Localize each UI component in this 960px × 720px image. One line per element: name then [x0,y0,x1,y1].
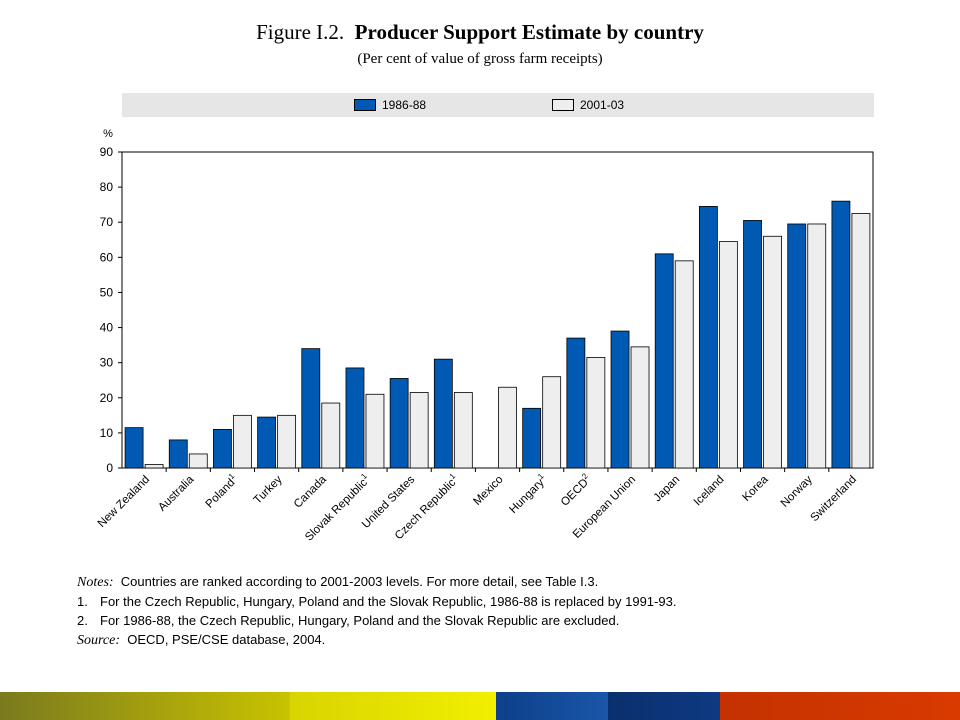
legend-item-series-2: 2001-03 [552,98,624,112]
x-tick-label: Mexico [471,474,505,508]
figure-title-line: Figure I.2. Producer Support Estimate by… [0,20,960,45]
notes-text: Countries are ranked according to 2001-2… [120,574,599,589]
bar-series-1 [787,223,807,469]
bar-series-1 [124,427,144,469]
notes-line: Notes: Countries are ranked according to… [77,572,676,592]
bar-series-2 [321,402,341,469]
footer-segment-red [720,692,960,720]
bar-series-1 [301,348,321,469]
bar-series-1 [168,439,188,469]
note-number: 2. [77,613,88,628]
x-tick-label: Hungary1 [505,471,550,516]
bar-series-1 [698,206,718,469]
note-number: 1. [77,594,88,609]
y-tick-label: 70 [100,215,114,229]
bar-series-1 [433,358,453,469]
bar-series-1 [345,367,365,469]
note-item-1: 1. For the Czech Republic, Hungary, Polan… [77,592,676,611]
bar-series-2 [453,392,473,469]
bar-series-1 [566,337,586,469]
bar-series-2 [630,346,650,469]
figure-subtitle: (Per cent of value of gross farm receipt… [357,51,603,67]
figure-label: Figure I.2. [256,20,345,44]
bar-series-2 [586,356,606,469]
x-tick-label: Australia [156,473,197,514]
note-item-2: 2. For 1986-88, the Czech Republic, Hunga… [77,611,676,630]
bar-series-2 [277,414,297,469]
notes-label: Notes: [77,575,114,590]
bar-series-1 [257,416,277,469]
source-text: OECD, PSE/CSE database, 2004. [127,632,326,647]
legend-item-series-1: 1986-88 [354,98,426,112]
source-line: Source: OECD, PSE/CSE database, 2004. [77,630,676,650]
y-tick-label: 80 [100,180,114,194]
legend-swatch-series-1 [354,99,376,111]
y-tick-label: 10 [100,426,114,440]
bar-series-1 [389,378,409,469]
y-tick-label: 50 [100,285,114,299]
note-text: For the Czech Republic, Hungary, Poland … [100,594,677,609]
plot-area-frame [121,151,874,469]
y-tick-label: 40 [100,321,114,335]
legend-swatch-series-2 [552,99,574,111]
bar-series-2 [498,386,517,469]
x-tick-label: Canada [292,473,329,510]
legend-label-series-2: 2001-03 [580,98,625,112]
x-tick-label: Korea [740,473,771,504]
x-tick-label: Norway [779,473,815,509]
x-tick-label: Switzerland [809,474,860,525]
note-text: For 1986-88, the Czech Republic, Hungary… [100,613,620,628]
bar-series-1 [831,200,851,469]
bar-series-2 [144,464,164,469]
chart-legend: 1986-88 2001-03 [122,93,874,117]
bar-series-1 [743,220,762,469]
bar-series-2 [233,414,252,469]
footer-segment-yellow [290,692,496,720]
figure-title: Producer Support Estimate by country [354,20,704,44]
y-tick-label: 30 [100,356,114,370]
footer-segment-blue [496,692,608,720]
bar-series-2 [807,223,827,469]
bar-series-1 [610,330,630,469]
source-label: Source: [77,633,121,648]
bar-series-2 [851,213,871,469]
bar-series-2 [718,241,738,469]
bar-series-2 [542,376,562,469]
footer-segment-olive [0,692,290,720]
x-tick-label: Iceland [692,474,727,509]
y-tick-label: 60 [100,250,114,264]
x-tick-label: New Zealand [96,474,152,530]
bar-series-1 [213,428,232,469]
bar-series-1 [654,253,674,469]
x-tick-label: Poland1 [201,471,240,510]
y-tick-label: 20 [100,391,114,405]
bar-series-2 [763,235,782,469]
bar-series-2 [365,393,385,469]
y-tick-label: 0 [106,461,113,475]
notes-block: Notes: Countries are ranked according to… [77,572,676,650]
footer-segment-navy [608,692,720,720]
bar-chart: 0 10 20 30 40 50 60 70 80 90% New Zealand Australia… [96,128,874,544]
y-tick-label: 90 [100,145,114,159]
bar-series-2 [674,260,694,469]
legend-label-series-1: 1986-88 [382,98,427,112]
bar-series-1 [522,407,542,469]
x-tick-label: OECD2 [557,471,595,509]
y-axis-label: % [103,128,113,140]
x-tick-label: Japan [652,474,683,505]
bar-series-2 [409,392,429,469]
x-tick-label: Turkey [252,473,285,506]
bar-series-2 [188,453,208,469]
footer-color-bar [0,692,960,720]
